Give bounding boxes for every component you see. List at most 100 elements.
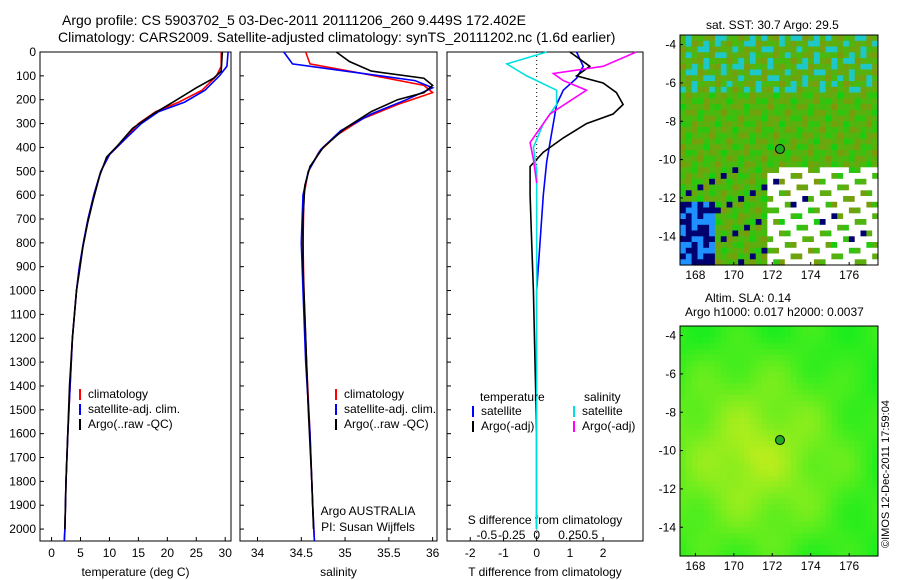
sla_map-cell	[825, 550, 832, 557]
sla_map-cell	[738, 406, 745, 413]
sst_map-cell	[720, 86, 728, 94]
sla_map-cell	[720, 343, 728, 350]
sla_map-cell	[796, 487, 803, 494]
sst_map-cell	[726, 132, 733, 140]
sla_map-cell	[703, 533, 710, 540]
sst_map-cell	[843, 155, 850, 163]
sla_map-cell	[714, 423, 722, 431]
sla_map-cell	[813, 533, 821, 540]
sst_map-cell	[790, 40, 797, 48]
sst_map-cell	[808, 132, 815, 140]
sla_map-cell	[755, 458, 762, 465]
sst_map-cell	[714, 190, 722, 197]
sla_map-cell	[703, 377, 710, 385]
sla_map-cell	[872, 521, 879, 528]
sla_map-cell	[819, 515, 827, 523]
sla_map-cell	[732, 515, 739, 523]
sla_map-cell	[744, 349, 751, 356]
sla_map-cell	[755, 377, 762, 385]
sst_map-cell	[779, 161, 786, 168]
sla_map-cell	[872, 452, 879, 459]
sla_map-cell	[819, 326, 827, 333]
sla_map-cell	[714, 354, 722, 362]
sst_map-cell	[843, 40, 850, 48]
sst_map-cell	[796, 127, 803, 134]
sla_map-cell	[685, 406, 693, 413]
sla_map-cell	[738, 538, 745, 546]
sst_map-cell	[779, 115, 786, 122]
sla_map-cell	[831, 354, 838, 362]
sst_map-cell	[854, 69, 861, 76]
difference-xtick-label: -2	[465, 546, 476, 560]
sst_map-cell	[767, 236, 774, 243]
salinity-difference-tick-label: -0.25	[498, 528, 526, 542]
sla_map-cell	[773, 538, 780, 546]
sla_map-cell	[854, 429, 861, 436]
sst_map-cell	[720, 115, 728, 122]
sst_map-cell	[866, 46, 873, 53]
sla_map-cell	[790, 418, 797, 425]
sla_map-cell	[854, 550, 861, 557]
sla_map-cell	[813, 521, 821, 528]
sst_map-cell	[790, 35, 797, 42]
sst_map-cell	[790, 173, 797, 180]
sla_map-cell	[703, 441, 710, 448]
sla_map-cell	[796, 458, 803, 465]
sla_map-cell	[714, 441, 722, 448]
sst_map-cell	[703, 259, 710, 266]
sla_map-cell	[755, 372, 762, 379]
sst_map-cell	[848, 40, 856, 48]
sla_map-cell	[796, 452, 803, 459]
sla_map-cell	[685, 435, 693, 442]
sst_map-cell	[866, 155, 873, 163]
sst_map-cell	[831, 115, 838, 122]
sst_map-cell	[767, 127, 774, 134]
sst_map-cell	[837, 150, 844, 157]
sst_map-cell	[843, 144, 850, 151]
sla_map-cell	[709, 435, 716, 442]
sst_map-cell	[796, 81, 803, 88]
sst_map-cell	[761, 86, 768, 94]
sst_map-cell	[866, 247, 873, 255]
sla_map-cell	[755, 343, 762, 350]
sst_map-cell	[831, 207, 838, 214]
sst_map-cell	[697, 121, 704, 128]
sla_map-cell	[685, 550, 693, 557]
sla_map-cell	[808, 406, 815, 413]
sla_map-cell	[796, 349, 803, 356]
sla_map-cell	[714, 458, 722, 465]
sst_map-cell	[691, 35, 698, 42]
sla_map-cell	[872, 406, 879, 413]
sst_map-cell	[872, 259, 879, 266]
sla_map-cell	[726, 395, 733, 402]
sla_map-cell	[714, 498, 722, 505]
salinity-xtick-label: 35.5	[377, 546, 401, 560]
sst_map-cell	[703, 236, 710, 243]
sst_map-cell	[738, 109, 745, 117]
sst_map-cell	[784, 63, 792, 71]
sst_map-cell	[680, 58, 687, 65]
sst_map-cell	[709, 253, 716, 260]
sla_map-cell	[680, 469, 687, 477]
sla_map-cell	[697, 389, 704, 396]
sla_map-cell	[761, 492, 768, 500]
sst_map-cell	[738, 230, 745, 237]
sla_map-cell	[738, 458, 745, 465]
sst_map-cell	[848, 213, 856, 220]
sla_map-cell	[749, 383, 757, 390]
sla_map-cell	[720, 418, 728, 425]
sla_map-cell	[825, 510, 832, 517]
sst_map-cell	[720, 219, 728, 226]
sla_map-cell	[761, 481, 768, 488]
sst_map-cell	[779, 58, 786, 65]
sla_map-cell	[808, 331, 815, 339]
sla_map-cell	[703, 458, 710, 465]
difference-axes-box	[446, 51, 644, 542]
sla_map-cell	[691, 464, 698, 471]
sst_map-cell	[680, 52, 687, 59]
sst_map-cell	[819, 213, 827, 220]
sla_map-cell	[784, 469, 792, 477]
sst_map-cell	[825, 247, 832, 255]
sst_map-cell	[796, 213, 803, 220]
sla_map-cell	[755, 423, 762, 431]
